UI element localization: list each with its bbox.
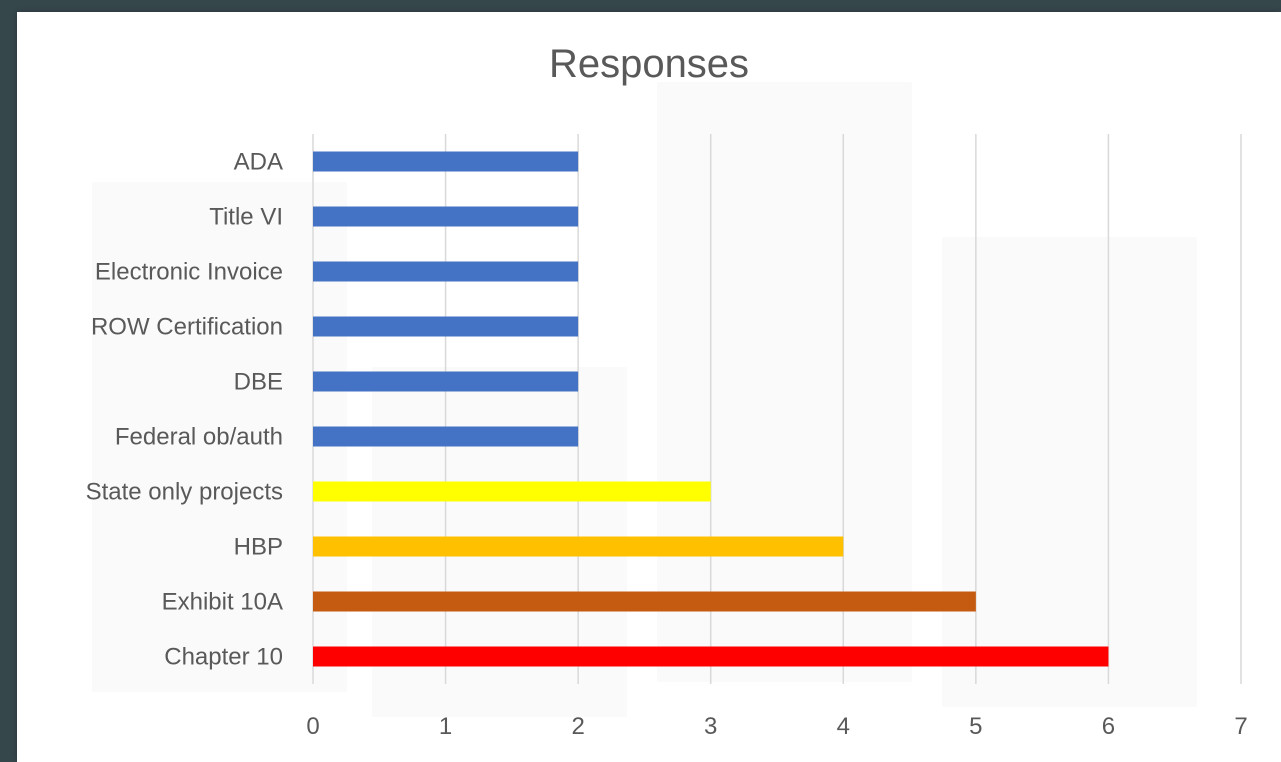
bar [313, 371, 579, 392]
chart-panel: ADA Title VI Electronic Invoice ROW Certifi… [17, 12, 1281, 762]
category-label: Exhibit 10A [162, 589, 283, 616]
category-label: ADA [234, 149, 283, 176]
bar [313, 151, 579, 172]
background-shape [92, 182, 347, 692]
x-tick-label: 1 [439, 713, 452, 740]
bar [313, 481, 711, 502]
x-tick-label: 5 [969, 713, 982, 740]
background-shape [942, 237, 1197, 707]
x-tick-labels: 0 1 2 3 4 5 6 7 [306, 713, 1247, 740]
category-label: ROW Certification [91, 314, 283, 341]
category-labels: ADA Title VI Electronic Invoice ROW Certifi… [86, 149, 283, 671]
bar-chart: ADA Title VI Electronic Invoice ROW Certifi… [86, 134, 1248, 740]
background-shape [657, 82, 912, 682]
bar [313, 536, 844, 557]
x-tick-label: 2 [571, 713, 584, 740]
bar [313, 591, 976, 612]
x-tick-label: 4 [837, 713, 850, 740]
bar [313, 646, 1109, 667]
x-tick-label: 3 [704, 713, 717, 740]
bar [313, 316, 579, 337]
x-tick-label: 0 [306, 713, 319, 740]
category-label: Title VI [209, 204, 283, 231]
category-label: Chapter 10 [164, 644, 283, 671]
category-label: State only projects [86, 479, 283, 506]
x-tick-label: 7 [1234, 713, 1247, 740]
category-label: DBE [234, 369, 283, 396]
bar [313, 206, 579, 227]
category-label: Electronic Invoice [95, 259, 283, 286]
bar [313, 261, 579, 282]
bar [313, 426, 579, 447]
x-tick-label: 6 [1102, 713, 1115, 740]
category-label: Federal ob/auth [115, 424, 283, 451]
bars [313, 151, 1109, 667]
category-label: HBP [234, 534, 283, 561]
